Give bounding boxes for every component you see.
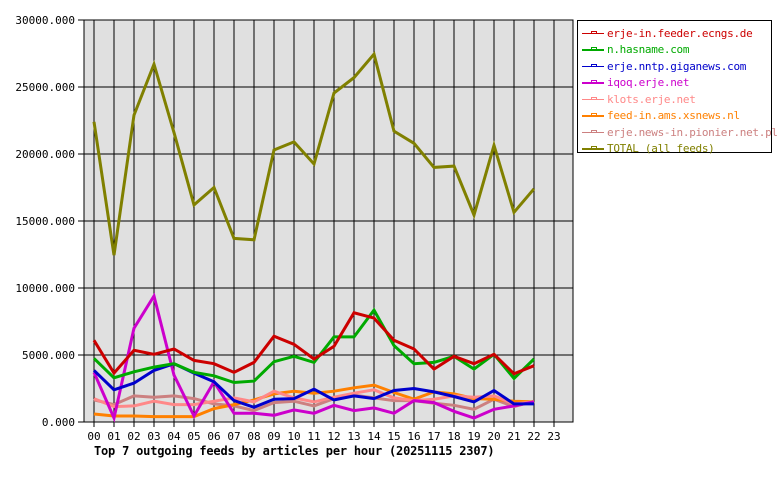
plot-frame xyxy=(83,19,574,423)
legend-label: feed-in.ams.xsnews.nl xyxy=(607,109,740,123)
x-tick-label: 19 xyxy=(467,430,480,443)
legend-item: iqoq.erje.net xyxy=(582,75,771,92)
y-tick-label: 20000.000 xyxy=(15,148,75,161)
series-line xyxy=(92,51,536,256)
legend-line-marker-icon xyxy=(582,128,604,137)
legend-label: erje.nntp.giganews.com xyxy=(607,59,747,73)
x-tick-label: 15 xyxy=(387,430,400,443)
legend-item: klots.erje.net xyxy=(582,91,771,108)
legend-line-marker-icon xyxy=(582,95,604,104)
x-tick-label: 22 xyxy=(527,430,540,443)
legend-label: klots.erje.net xyxy=(607,92,696,106)
x-tick-label: 18 xyxy=(447,430,460,443)
legend-label: n.hasname.com xyxy=(607,43,690,57)
series-line xyxy=(92,307,536,385)
legend-item: n.hasname.com xyxy=(582,42,771,59)
legend-line-marker-icon xyxy=(582,62,604,71)
series-line xyxy=(93,393,535,413)
y-tick-label: 25000.000 xyxy=(15,81,75,94)
legend-item: erje.news-in.pionier.net.pl xyxy=(582,124,778,141)
legend-item: erje-in.feeder.ecngs.de xyxy=(582,25,771,42)
chart-title: Top 7 outgoing feeds by articles per hou… xyxy=(94,444,495,458)
series-lines xyxy=(92,51,536,423)
legend-label: erje-in.feeder.ecngs.de xyxy=(607,26,753,40)
legend-item: TOTAL (all feeds) xyxy=(582,141,771,158)
series-line xyxy=(93,388,535,409)
legend-line-marker-icon xyxy=(582,111,604,120)
x-tick-label: 12 xyxy=(327,430,340,443)
x-tick-label: 02 xyxy=(127,430,140,443)
x-tick-label: 21 xyxy=(507,430,520,443)
y-tick-label: 5000.000 xyxy=(22,349,75,362)
x-tick-label: 00 xyxy=(87,430,100,443)
legend-label: iqoq.erje.net xyxy=(607,76,690,90)
x-tick-label: 17 xyxy=(427,430,440,443)
x-tick-label: 10 xyxy=(287,430,300,443)
axes: 00 01 02 03 04 05 06 07 08 09 10 11 12 13 14 15 16 17 18 19… xyxy=(15,14,574,443)
legend: erje-in.feeder.ecngs.de n.hasname.com erje… xyxy=(577,20,778,155)
y-tick-label: 30000.000 xyxy=(15,14,75,27)
x-tick-label: 11 xyxy=(307,430,320,443)
legend-line-marker-icon xyxy=(582,78,604,87)
x-tick-label: 07 xyxy=(227,430,240,443)
x-tick-label: 05 xyxy=(187,430,200,443)
x-tick-label: 08 xyxy=(247,430,260,443)
legend-line-marker-icon xyxy=(582,144,604,153)
y-tick-label: 15000.000 xyxy=(15,215,75,228)
legend-line-marker-icon xyxy=(582,45,604,54)
series-line xyxy=(92,311,535,376)
y-tick-label: 10000.000 xyxy=(15,282,75,295)
x-tick-label: 06 xyxy=(207,430,220,443)
x-tick-label: 14 xyxy=(367,430,381,443)
legend-label: TOTAL (all feeds) xyxy=(607,142,715,156)
x-tick-label: 23 xyxy=(547,430,560,443)
x-tick-label: 01 xyxy=(107,430,120,443)
legend-label: erje.news-in.pionier.net.pl xyxy=(607,125,778,139)
series-line xyxy=(92,292,535,423)
x-tick-label: 09 xyxy=(267,430,280,443)
x-tick-label: 13 xyxy=(347,430,360,443)
x-tick-label: 04 xyxy=(167,430,181,443)
legend-item: erje.nntp.giganews.com xyxy=(582,58,771,75)
x-tick-label: 03 xyxy=(147,430,160,443)
y-tick-label: 0.000 xyxy=(42,416,75,429)
x-tick-label: 16 xyxy=(407,430,420,443)
x-tick-label: 20 xyxy=(487,430,500,443)
legend-item: feed-in.ams.xsnews.nl xyxy=(582,108,771,125)
legend-line-marker-icon xyxy=(582,29,604,38)
